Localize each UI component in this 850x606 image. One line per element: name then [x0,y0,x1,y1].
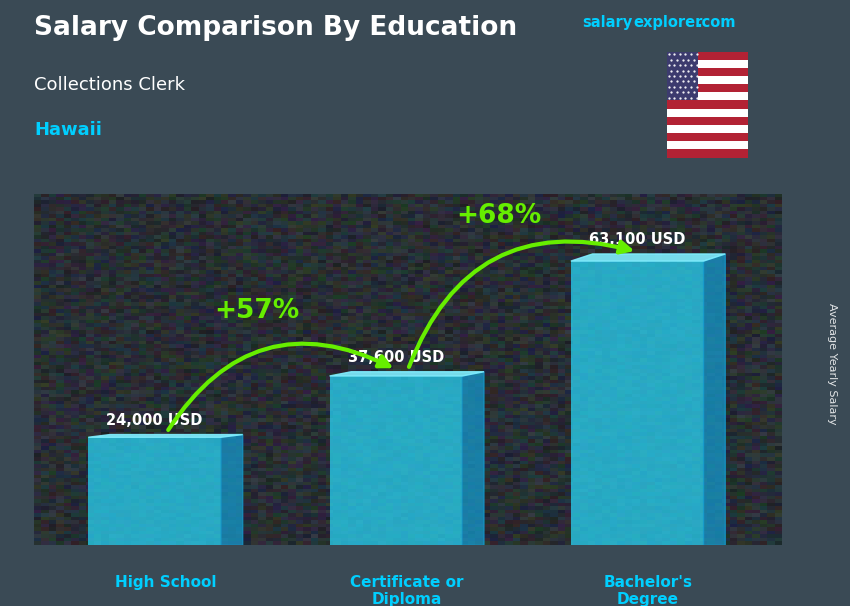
Text: salary: salary [582,15,632,30]
Text: 63,100 USD: 63,100 USD [589,232,685,247]
Bar [571,261,704,545]
Bar [667,117,748,125]
Text: +68%: +68% [456,202,541,228]
Polygon shape [88,435,243,438]
Bar [667,68,748,76]
Bar [667,92,748,101]
Text: .com: .com [697,15,736,30]
Text: High School: High School [115,574,216,590]
Bar [667,101,748,108]
Text: 24,000 USD: 24,000 USD [106,413,203,428]
Bar [667,76,748,84]
Bar [667,108,748,117]
Bar [88,438,221,545]
Bar [667,52,748,59]
Bar [667,59,748,68]
Bar [667,141,748,150]
Text: Bachelor's
Degree: Bachelor's Degree [604,574,693,606]
Polygon shape [221,435,243,545]
Text: Certificate or
Diploma: Certificate or Diploma [350,574,463,606]
Text: Average Yearly Salary: Average Yearly Salary [827,303,837,424]
Text: Salary Comparison By Education: Salary Comparison By Education [34,15,517,41]
Bar [667,133,748,141]
Polygon shape [462,371,484,545]
Bar [667,52,698,101]
Polygon shape [330,371,484,376]
Text: +57%: +57% [214,298,300,324]
Text: explorer: explorer [633,15,703,30]
Bar [667,150,748,158]
Bar [667,125,748,133]
Text: 37,600 USD: 37,600 USD [348,350,444,365]
Polygon shape [571,254,725,261]
Bar [667,84,748,92]
Bar [330,376,462,545]
Polygon shape [704,254,725,545]
Text: Hawaii: Hawaii [34,121,102,139]
Text: Collections Clerk: Collections Clerk [34,76,185,94]
